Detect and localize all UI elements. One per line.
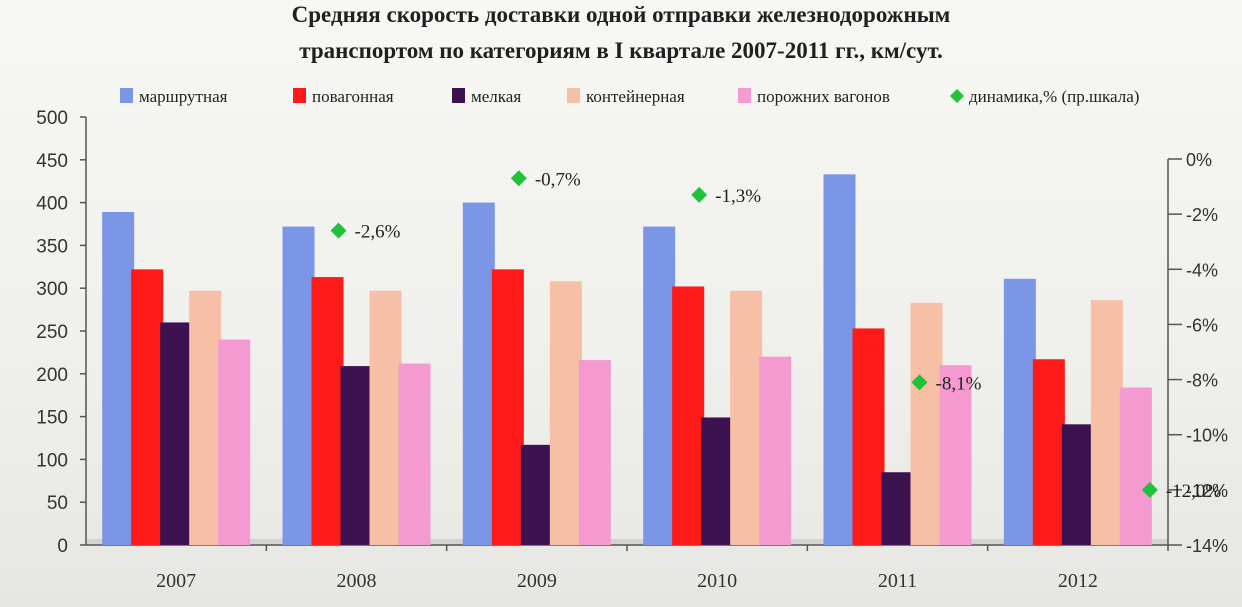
bar [369, 290, 402, 545]
x-tick-label: 2007 [156, 570, 196, 592]
bar [881, 472, 914, 545]
y-left-tick-label: 500 [36, 108, 68, 129]
x-tick-label: 2011 [878, 570, 917, 592]
y-left-tick-label: 0 [57, 536, 68, 557]
x-tick-label: 2010 [697, 570, 737, 592]
bar [131, 269, 164, 545]
y-right-tick-label: -8% [1186, 371, 1218, 391]
y-left-tick-label: 150 [36, 408, 68, 429]
dynamics-label: -1,3% [715, 186, 761, 207]
x-tick-label: 2009 [517, 570, 557, 592]
bar [1032, 359, 1065, 545]
dynamics-marker [330, 222, 347, 239]
y-right-tick-label: -14% [1186, 536, 1228, 556]
dynamics-marker [691, 186, 708, 203]
bar [910, 302, 943, 545]
bar [701, 417, 734, 545]
dynamics-label: -12,0% [1166, 481, 1222, 502]
bar [578, 360, 611, 545]
bar [491, 269, 524, 545]
y-left-tick-label: 350 [36, 236, 68, 257]
bar [102, 212, 135, 546]
bar [1061, 424, 1094, 545]
bar [462, 202, 495, 545]
bar [643, 226, 676, 545]
legend-swatch [120, 88, 133, 103]
legend-label: порожних вагонов [757, 87, 890, 106]
y-left-tick-label: 450 [36, 151, 68, 172]
bar [759, 356, 792, 545]
bar [1003, 278, 1036, 545]
legend-swatch [738, 88, 751, 103]
legend-label: мелкая [471, 87, 521, 106]
bar [939, 365, 972, 545]
dynamics-marker [1141, 481, 1158, 498]
y-left-tick-label: 100 [36, 450, 68, 471]
bar [282, 226, 315, 545]
bar [311, 277, 344, 545]
chart-title-line-1: Средняя скорость доставки одной отправки… [291, 2, 951, 27]
bar [1119, 387, 1152, 545]
dynamics-label: -8,1% [936, 373, 982, 394]
y-right-tick-label: -6% [1186, 315, 1218, 335]
y-left-tick-label: 400 [36, 194, 68, 215]
legend-label: контейнерная [586, 87, 685, 106]
legend-swatch [293, 88, 306, 103]
bar [730, 290, 763, 545]
dynamics-marker [510, 170, 527, 187]
chart-title-line-2: транспортом по категориям в I квартале 2… [299, 38, 943, 63]
y-right-tick-label: 0% [1186, 150, 1212, 170]
legend-swatch [950, 89, 964, 103]
y-left-tick-label: 300 [36, 279, 68, 300]
dynamics-label: -0,7% [535, 169, 581, 190]
legend-label: повагонная [312, 87, 394, 106]
y-left-tick-label: 50 [47, 493, 68, 514]
legend-swatch [452, 88, 465, 103]
dynamics-label: -2,6% [355, 222, 401, 243]
bar [398, 363, 431, 545]
bar [520, 444, 553, 545]
legend-label: динамика,% (пр.шкала) [969, 87, 1139, 106]
bar [340, 366, 373, 545]
y-right-tick-label: -4% [1186, 260, 1218, 280]
bar [189, 290, 222, 545]
bar [218, 339, 251, 545]
y-left-tick-label: 250 [36, 322, 68, 343]
x-tick-label: 2012 [1058, 570, 1098, 592]
y-right-tick-label: -12% [1186, 481, 1228, 501]
legend-label: маршрутная [139, 87, 228, 106]
bar [549, 281, 582, 545]
bar [1090, 300, 1123, 545]
bar [852, 328, 885, 545]
x-tick-label: 2008 [337, 570, 377, 592]
bar [672, 286, 705, 545]
bar [823, 174, 856, 546]
y-right-tick-label: -2% [1186, 205, 1218, 225]
bar [160, 322, 193, 545]
legend-swatch [567, 88, 580, 103]
dynamics-marker [911, 374, 928, 391]
y-left-tick-label: 200 [36, 365, 68, 386]
y-right-tick-label: -10% [1186, 426, 1228, 446]
